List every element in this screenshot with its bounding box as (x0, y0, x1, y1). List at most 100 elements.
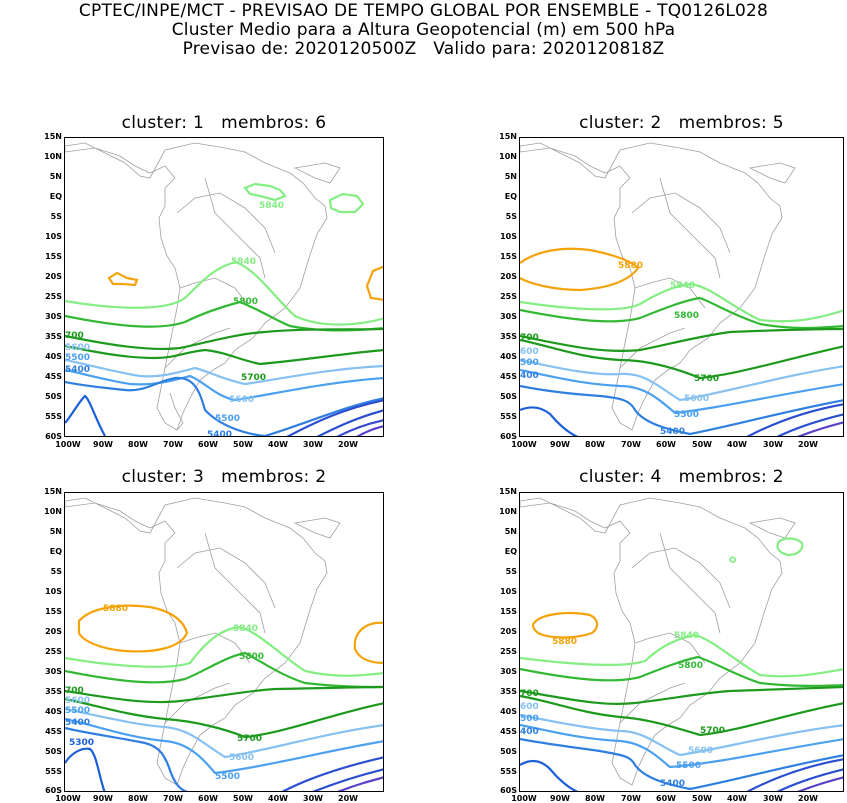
lat-label: 15S (500, 252, 517, 261)
contour-label: 5500 (65, 353, 90, 363)
contour-label: 5500 (215, 414, 240, 424)
lat-label: EQ (504, 547, 517, 556)
lon-label: 20W (338, 794, 358, 803)
lon-label: 90W (550, 440, 570, 449)
contour-label: 600 (520, 702, 539, 712)
lat-label: 15N (44, 132, 62, 141)
lat-label: 60S (45, 786, 62, 795)
lon-label: 20W (338, 440, 358, 449)
map-canvas: 5880 5840 5800 700 600 500 400 5700 5600… (520, 497, 843, 791)
lat-label: 5S (505, 212, 517, 221)
contour-label: 5400 (207, 430, 232, 437)
lat-label: 55S (500, 412, 517, 421)
contour-label: 5840 (674, 631, 699, 641)
lon-label: 30W (303, 440, 323, 449)
lon-label: 60W (198, 794, 218, 803)
lat-label: 45S (500, 372, 517, 381)
panel-title: cluster: 3 membros: 2 (121, 467, 327, 487)
lat-label: 25S (500, 292, 517, 301)
lat-label: 55S (45, 767, 62, 776)
lat-label: 45S (500, 727, 517, 736)
contour-label: 5300 (69, 738, 94, 748)
lat-label: 10N (44, 507, 62, 516)
header-line-2: Cluster Medio para a Altura Geopotencial… (171, 20, 676, 40)
lon-label: 50W (233, 794, 253, 803)
contour-label: 5800 (678, 661, 703, 671)
lon-label: 70W (621, 794, 641, 803)
contour-label: 5600 (65, 343, 90, 353)
contour-label: 5500 (65, 706, 90, 716)
lat-label: 25S (500, 647, 517, 656)
lat-label: 5S (50, 212, 62, 221)
lon-label: 100W (55, 794, 81, 803)
contour-label: 5840 (233, 624, 258, 634)
contour-label: 400 (520, 727, 539, 737)
land-outline (65, 142, 341, 431)
lat-label: 15S (500, 607, 517, 616)
contour-label: 5400 (660, 779, 685, 789)
lat-label: 5S (50, 567, 62, 576)
lon-label: 30W (763, 794, 783, 803)
lat-label: 60S (45, 432, 62, 441)
map-frame: 5880 5840 5800 700 5600 5500 5400 5300 5… (64, 492, 384, 792)
lat-label: 20S (45, 627, 62, 636)
lat-label: 15N (44, 487, 62, 496)
lat-label: 15N (499, 487, 517, 496)
lon-label: 40W (268, 794, 288, 803)
contour-label: 5400 (660, 427, 685, 437)
lat-label: 30S (45, 667, 62, 676)
lon-label: 70W (621, 440, 641, 449)
lat-label: 10N (499, 152, 517, 161)
lat-label: 50S (500, 392, 517, 401)
map-canvas: 5840 5840 5800 700 5600 5500 5400 5700 5… (65, 142, 383, 437)
lon-label: 40W (268, 440, 288, 449)
lat-label: 15N (499, 132, 517, 141)
lat-label: 25S (45, 292, 62, 301)
lat-label: 25S (45, 647, 62, 656)
lat-label: 10S (45, 232, 62, 241)
lat-label: 15S (45, 252, 62, 261)
panel-title: cluster: 1 membros: 6 (121, 113, 327, 133)
contour-label: 5700 (700, 726, 725, 736)
lat-label: 45S (45, 727, 62, 736)
lat-label: 20S (500, 272, 517, 281)
lat-label: 60S (500, 786, 517, 795)
contour-label: 5400 (65, 365, 90, 375)
lat-label: 50S (45, 747, 62, 756)
contour-label: 700 (65, 331, 84, 341)
lon-label: 50W (692, 440, 712, 449)
map-frame: 5880 5840 5800 700 600 500 400 5700 5600… (519, 137, 844, 437)
lat-label: 40S (500, 707, 517, 716)
map-canvas: 5880 5840 5800 700 5600 5500 5400 5300 5… (65, 497, 383, 791)
contour-label: 5500 (674, 410, 699, 420)
lat-label: 10S (500, 232, 517, 241)
lat-label: 10S (45, 587, 62, 596)
lon-label: 80W (585, 440, 605, 449)
lat-label: 30S (500, 667, 517, 676)
map-canvas: 5880 5840 5800 700 600 500 400 5700 5600… (520, 142, 843, 437)
lat-label: 40S (45, 352, 62, 361)
contour-label: 5700 (237, 734, 262, 744)
contour-label: 700 (65, 686, 84, 696)
lon-label: 100W (511, 440, 537, 449)
lat-label: 5N (504, 527, 517, 536)
lon-label: 30W (303, 794, 323, 803)
lat-label: 45S (45, 372, 62, 381)
lat-label: 55S (500, 767, 517, 776)
map-frame: 5880 5840 5800 700 600 500 400 5700 5600… (519, 492, 844, 792)
lat-label: 10S (500, 587, 517, 596)
panel-title: cluster: 2 membros: 5 (579, 113, 784, 133)
contour-label: 5600 (229, 753, 254, 763)
contour-label: 5700 (694, 374, 719, 384)
lat-label: 35S (500, 332, 517, 341)
contour-label: 5880 (552, 637, 577, 647)
contour-label: 5500 (215, 772, 240, 782)
contour-label: 5500 (676, 761, 701, 771)
contour-label: 5880 (103, 604, 128, 614)
contour-label: 500 (520, 358, 539, 368)
lat-label: 10N (499, 507, 517, 516)
contour-label: 5600 (688, 746, 713, 756)
lon-label: 60W (656, 440, 676, 449)
contour-label: 500 (520, 714, 539, 724)
lat-label: 5S (505, 567, 517, 576)
